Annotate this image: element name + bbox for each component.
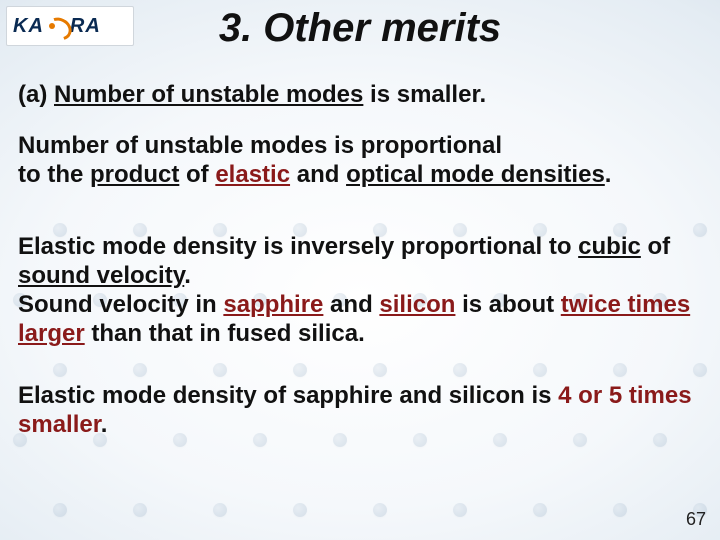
p2-soundvel: sound velocity [18,262,184,289]
p1-elastic: elastic [215,161,290,188]
paragraph-3: Elastic mode density of sapphire and sil… [18,381,702,440]
p2-e: . [184,262,191,289]
p2-a: Elastic mode density is inversely propor… [18,233,578,260]
p1-f: and [290,161,346,188]
p1-b: to the [18,161,90,188]
p2-h: and [323,291,379,318]
p2-c: of [641,233,670,260]
p2-l: than that in fused silica. [85,320,365,347]
slide-title: 3. Other merits [18,0,702,51]
p1-h: . [605,161,612,188]
p1-line1: Number of unstable modes is proportional [18,132,502,159]
subheading-a: (a) Number of unstable modes is smaller. [18,81,702,109]
paragraph-2: Elastic mode density is inversely propor… [18,232,702,349]
p3-a: Elastic mode density of sapphire and sil… [18,382,558,409]
p2-silicon: silicon [379,291,455,318]
p1-product: product [90,161,179,188]
p1-d: of [179,161,215,188]
p3-c: . [101,411,108,438]
p2-cubic: cubic [578,233,641,260]
p1-optical: optical mode densities [346,161,605,188]
p2-f: Sound velocity in [18,291,223,318]
page-number: 67 [686,509,706,530]
sub-a-prefix: (a) [18,81,54,108]
p2-j: is about [455,291,560,318]
paragraph-1: Number of unstable modes is proportional… [18,131,702,190]
p2-sapphire: sapphire [223,291,323,318]
sub-a-suffix: is smaller. [363,81,486,108]
sub-a-underlined: Number of unstable modes [54,81,363,108]
slide-content: 3. Other merits (a) Number of unstable m… [0,0,720,540]
